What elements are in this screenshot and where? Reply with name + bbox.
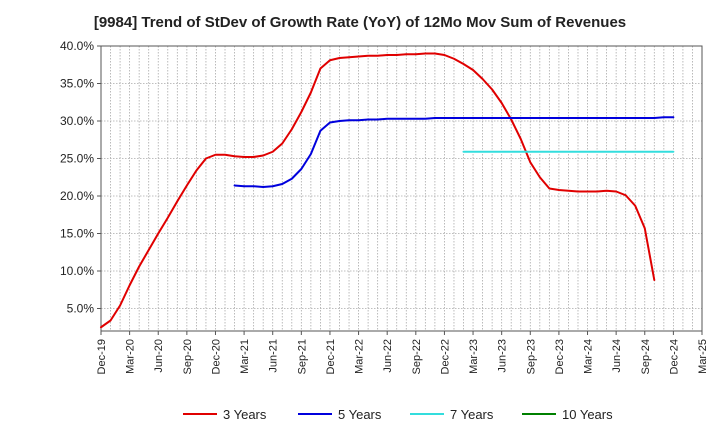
plot-frame <box>100 45 703 332</box>
x-tick-label: Mar-25 <box>697 339 709 374</box>
y-tick-label: 20.0% <box>60 189 94 203</box>
y-tick-label: 25.0% <box>60 152 94 166</box>
y-tick-label: 40.0% <box>60 39 94 53</box>
y-tick-label: 35.0% <box>60 77 94 91</box>
legend-label: 7 Years <box>450 407 494 422</box>
legend-label: 5 Years <box>338 407 382 422</box>
chart-title: [9984] Trend of StDev of Growth Rate (Yo… <box>93 14 627 31</box>
y-tick-label: 30.0% <box>60 114 94 128</box>
plot-area <box>101 46 702 331</box>
grid-layer <box>101 45 702 331</box>
series-line-3-years <box>100 52 656 329</box>
x-tick-label: Sep-24 <box>640 339 652 374</box>
x-tick-label: Sep-22 <box>411 339 423 374</box>
x-tick-label: Jun-23 <box>497 339 509 373</box>
series-line-5-years <box>233 116 675 188</box>
x-tick-label: Dec-22 <box>439 339 451 374</box>
x-tick-label: Dec-21 <box>325 339 337 374</box>
legend-label: 10 Years <box>562 407 613 422</box>
x-tick-label: Mar-24 <box>583 339 595 374</box>
series-layer <box>100 52 675 329</box>
x-tick-label: Mar-20 <box>125 339 137 374</box>
x-tick-label: Jun-21 <box>268 339 280 373</box>
x-tick-label: Dec-23 <box>554 339 566 374</box>
x-tick-label: Dec-19 <box>96 339 108 374</box>
legend-label: 3 Years <box>223 407 267 422</box>
x-tick-label: Jun-20 <box>153 339 165 373</box>
x-tick-label: Mar-22 <box>354 339 366 374</box>
x-tick-label: Sep-23 <box>525 339 537 374</box>
y-tick-label: 10.0% <box>60 264 94 278</box>
y-tick-label: 5.0% <box>67 302 95 316</box>
legend: 3 Years 5 Years 7 Years 10 Years <box>183 407 613 422</box>
x-tick-label: Mar-23 <box>468 339 480 374</box>
x-tick-label: Jun-24 <box>611 339 623 373</box>
x-tick-label: Mar-21 <box>239 339 251 374</box>
x-tick-label: Sep-21 <box>296 339 308 374</box>
axis-layer: 5.0% 10.0% 15.0% 20.0% 25.0% 30.0% 35.0% 40.0% D… <box>60 39 709 374</box>
x-tick-label: Dec-24 <box>668 339 680 374</box>
x-tick-label: Dec-20 <box>210 339 222 374</box>
y-tick-label: 15.0% <box>60 227 94 241</box>
x-tick-label: Sep-20 <box>182 339 194 374</box>
x-tick-label: Jun-22 <box>382 339 394 373</box>
